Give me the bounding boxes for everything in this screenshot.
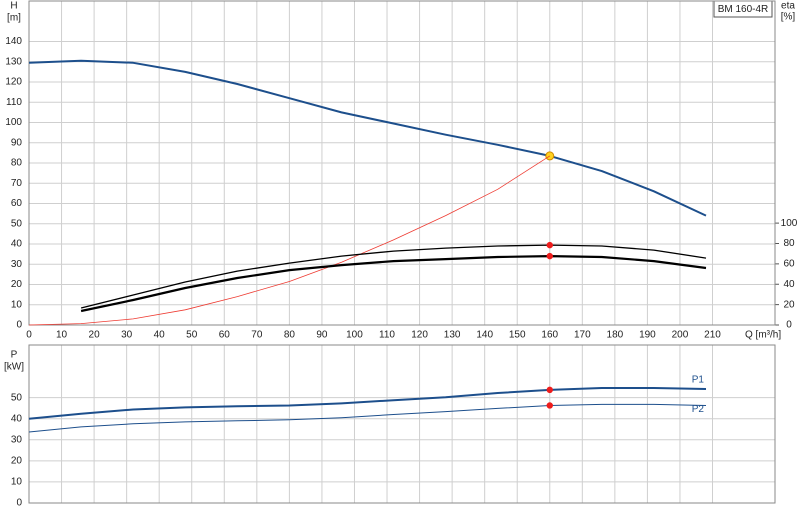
y-tick-label: 30 xyxy=(11,434,23,445)
x-tick-label: 70 xyxy=(251,330,263,341)
y-tick-label: 110 xyxy=(6,97,22,108)
x-tick-label: 160 xyxy=(541,330,558,341)
x-tick-label: 190 xyxy=(639,330,656,341)
y-tick-label: 60 xyxy=(11,198,23,209)
y-tick-label: 50 xyxy=(11,218,23,229)
y2-tick-label: 100 xyxy=(781,218,798,229)
y-tick-label: 130 xyxy=(5,56,22,67)
chart-title: BM 160-4R xyxy=(718,4,769,15)
x-tick-label: 180 xyxy=(607,330,624,341)
y2-tick-label: 40 xyxy=(783,279,795,290)
x-axis-label: Q [m³/h] xyxy=(745,330,781,341)
plot-frame xyxy=(28,0,776,326)
x-tick-label: 100 xyxy=(346,330,363,341)
x-tick-label: 10 xyxy=(56,330,68,341)
y-tick-label: 20 xyxy=(11,456,23,467)
y-axis-label: H xyxy=(10,1,17,12)
y-tick-label: 50 xyxy=(11,392,23,403)
x-tick-label: 50 xyxy=(186,330,198,341)
y-tick-label: 10 xyxy=(11,477,23,488)
series-label: P2 xyxy=(692,404,705,415)
y-tick-label: 80 xyxy=(11,158,23,169)
curve xyxy=(28,403,707,433)
x-tick-label: 110 xyxy=(379,330,395,341)
y-tick-label: 30 xyxy=(11,259,23,270)
curve xyxy=(28,59,707,217)
y2-tick-label: 80 xyxy=(783,238,795,249)
curve xyxy=(28,387,707,420)
y-tick-label: 10 xyxy=(11,299,23,310)
y-tick-label: 0 xyxy=(16,320,22,331)
y-tick-label: 40 xyxy=(11,239,23,250)
y2-axis-label: eta xyxy=(781,1,795,12)
y-tick-label: 0 xyxy=(16,498,22,509)
y-tick-label: 90 xyxy=(11,137,23,148)
curve xyxy=(80,244,707,309)
x-tick-label: 120 xyxy=(411,330,428,341)
y-axis-unit: [kW] xyxy=(4,362,24,373)
x-tick-label: 80 xyxy=(284,330,296,341)
x-tick-label: 40 xyxy=(154,330,166,341)
x-tick-label: 90 xyxy=(316,330,328,341)
duty-point xyxy=(546,252,553,260)
x-tick-label: 130 xyxy=(444,330,461,341)
x-tick-label: 20 xyxy=(89,330,101,341)
x-tick-label: 0 xyxy=(26,330,32,341)
duty-point xyxy=(546,402,553,409)
x-tick-label: 140 xyxy=(476,330,493,341)
y-tick-label: 100 xyxy=(5,117,22,128)
y-tick-label: 140 xyxy=(5,36,22,47)
y2-tick-label: 0 xyxy=(786,320,792,331)
x-tick-label: 150 xyxy=(509,330,526,341)
duty-point xyxy=(546,386,553,394)
y2-tick-label: 60 xyxy=(783,259,795,270)
y-tick-label: 20 xyxy=(11,279,23,290)
y-tick-label: 40 xyxy=(11,413,23,424)
y2-tick-label: 20 xyxy=(783,299,795,310)
x-tick-label: 200 xyxy=(672,330,689,341)
duty-point xyxy=(546,241,553,249)
y-axis-label: P xyxy=(11,350,18,361)
y-tick-label: 120 xyxy=(5,77,22,88)
y2-axis-unit: [%] xyxy=(781,12,796,23)
curve xyxy=(80,255,707,313)
curve xyxy=(28,155,551,326)
x-tick-label: 60 xyxy=(219,330,231,341)
y-axis-unit: [m] xyxy=(7,13,21,24)
x-tick-label: 30 xyxy=(121,330,133,341)
x-tick-label: 170 xyxy=(574,330,591,341)
y-tick-label: 70 xyxy=(11,178,23,189)
series-label: P1 xyxy=(692,375,705,386)
plot-frame xyxy=(28,344,776,504)
x-tick-label: 210 xyxy=(704,330,721,341)
